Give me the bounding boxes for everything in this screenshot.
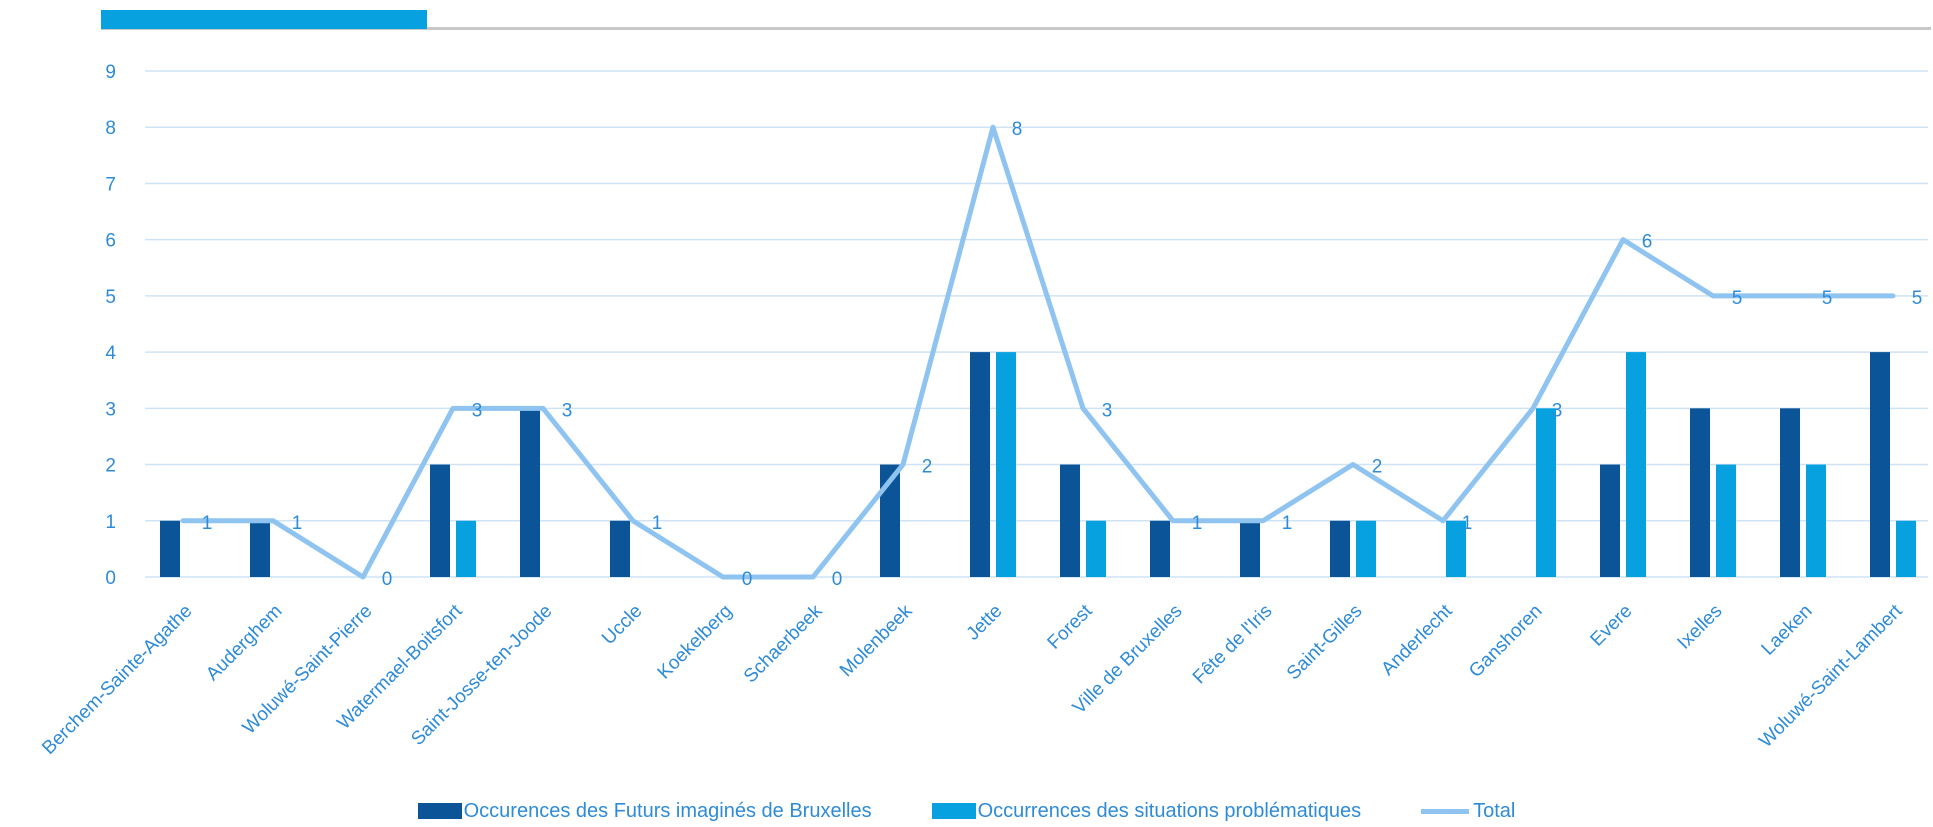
total-data-label: 2 [922, 457, 933, 478]
total-data-label: 3 [562, 400, 573, 421]
legend-item-situations: Occurrences des situations problématique… [931, 799, 1362, 823]
bar-futurs [610, 520, 630, 577]
gridlines [145, 70, 1928, 578]
total-data-label: 1 [1462, 513, 1473, 534]
total-line [180, 124, 1896, 580]
bar-futurs [430, 464, 450, 577]
bar-futurs [1780, 408, 1800, 577]
legend-swatch-total [1421, 808, 1470, 814]
x-category-label: Laeken [1758, 601, 1817, 660]
bar-futurs [1330, 520, 1350, 577]
total-data-label: 1 [1282, 513, 1293, 534]
bar-futurs [250, 520, 270, 577]
x-category-label: Ixelles [1674, 601, 1727, 654]
total-data-label: 3 [1552, 400, 1563, 421]
total-data-label: 1 [292, 513, 303, 534]
chart-header-bar [101, 10, 1931, 30]
x-category-label: Schaerbeek [740, 600, 827, 687]
total-data-label: 0 [742, 569, 753, 590]
total-data-label: 1 [652, 513, 663, 534]
bar-futurs [1690, 408, 1710, 577]
total-data-label: 3 [1102, 400, 1113, 421]
x-category-label: Evere [1587, 601, 1637, 651]
bar-futurs [1060, 464, 1080, 577]
x-category-label: Fête de l'Iris [1189, 601, 1277, 689]
legend-label-situations: Occurrences des situations problématique… [977, 799, 1362, 822]
x-category-label: Uccle [598, 601, 646, 649]
x-axis: Berchem-Sainte-Agathe AuderghemWoluwé-Sai… [38, 600, 1907, 759]
x-category-label: Auderghem [202, 601, 286, 685]
y-axis: 0 1 2 3 4 5 6 7 8 9 [105, 62, 116, 589]
y-tick-label: 6 [105, 231, 116, 252]
x-category-label: Koekelberg [654, 601, 737, 684]
bar-situations [1356, 520, 1376, 577]
x-category-label: Jette [963, 601, 1007, 645]
y-tick-label: 0 [105, 568, 116, 589]
bar-situations [456, 520, 476, 577]
x-category-label: Berchem-Sainte-Agathe [38, 601, 196, 759]
total-data-label: 1 [202, 513, 213, 534]
bar-futurs [1870, 352, 1890, 577]
total-data-label: 8 [1012, 119, 1023, 140]
total-data-label: 1 [1192, 513, 1203, 534]
legend: Occurences des Futurs imaginés de Bruxel… [0, 798, 1933, 824]
x-category-label: Anderlecht [1377, 600, 1457, 680]
bar-futurs [880, 464, 900, 577]
legend-swatch-futurs [417, 803, 462, 819]
x-category-label: Ganshoren [1465, 601, 1546, 682]
bar-futurs [1240, 520, 1260, 577]
y-tick-label: 8 [105, 118, 116, 139]
data-labels: 1 1 0 3 3 1 0 0 2 8 3 1 1 2 1 3 6 5 5 5 [202, 119, 1923, 590]
total-data-label: 0 [382, 569, 393, 590]
total-line-path [180, 124, 1896, 580]
total-data-label: 6 [1642, 232, 1653, 253]
header-accent-block [101, 10, 427, 29]
legend-item-total: Total [1421, 800, 1515, 823]
bar-situations [1626, 352, 1646, 577]
bar-futurs [1600, 464, 1620, 577]
y-tick-label: 7 [105, 174, 116, 195]
bar-situations [996, 352, 1016, 577]
bar-futurs [1150, 520, 1170, 577]
total-data-label: 5 [1732, 288, 1743, 309]
bars [160, 352, 1916, 577]
header-rule [101, 27, 1931, 30]
total-data-label: 5 [1822, 288, 1833, 309]
bar-futurs [970, 352, 990, 577]
y-tick-label: 4 [105, 343, 116, 364]
x-category-label: Molenbeek [836, 600, 917, 681]
bar-situations [1446, 520, 1466, 577]
total-data-label: 0 [832, 569, 843, 590]
bar-futurs [520, 408, 540, 577]
x-category-label: Saint-Gilles [1283, 601, 1367, 685]
y-tick-label: 5 [105, 287, 116, 308]
total-data-label: 2 [1372, 457, 1383, 478]
bar-situations [1896, 520, 1916, 577]
legend-swatch-situations [931, 803, 976, 819]
y-tick-label: 3 [105, 399, 116, 420]
bar-situations [1536, 408, 1556, 577]
y-tick-label: 2 [105, 456, 116, 477]
y-tick-label: 9 [105, 62, 116, 83]
legend-item-futurs: Occurences des Futurs imaginés de Bruxel… [417, 799, 872, 823]
bar-situations [1806, 464, 1826, 577]
total-data-label: 3 [472, 400, 483, 421]
x-category-label: Forest [1044, 600, 1097, 653]
y-tick-label: 1 [105, 512, 116, 533]
total-data-label: 5 [1912, 288, 1923, 309]
bar-situations [1086, 520, 1106, 577]
bar-situations [1716, 464, 1736, 577]
legend-label-total: Total [1473, 799, 1516, 822]
bar-futurs [160, 520, 180, 577]
legend-label-futurs: Occurences des Futurs imaginés de Bruxel… [463, 799, 872, 822]
